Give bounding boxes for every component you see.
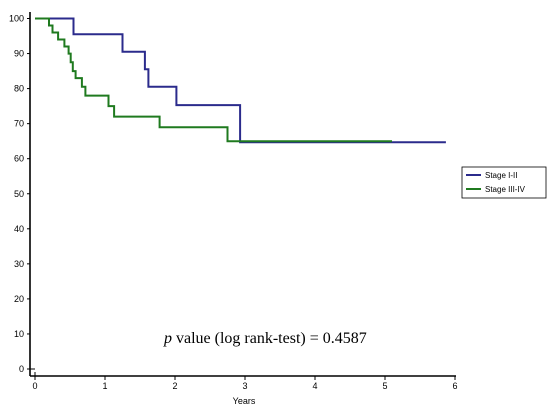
- x-tick-label: 5: [382, 381, 387, 391]
- series-line-stage-iii-iv: [35, 17, 392, 143]
- x-tick-label: 2: [172, 381, 177, 391]
- y-tick-label: 40: [14, 224, 24, 234]
- series-layer: [35, 17, 446, 144]
- y-tick-label: 30: [14, 259, 24, 269]
- y-tick-label: 10: [14, 329, 24, 339]
- legend-box: [461, 166, 547, 199]
- y-tick-label: 0: [19, 364, 24, 374]
- legend-label-stage-i-ii: Stage I-II: [485, 171, 517, 180]
- x-axis-title: Years: [233, 396, 256, 406]
- y-tick-label: 20: [14, 294, 24, 304]
- legend-label-stage-iii-iv: Stage III-IV: [485, 185, 526, 194]
- p-value-text: value (log rank-test) = 0.4587: [172, 330, 367, 347]
- p-value-symbol: p: [163, 330, 172, 347]
- y-tick-label: 50: [14, 189, 24, 199]
- y-tick-label: 70: [14, 119, 24, 129]
- x-tick-label: 0: [32, 381, 37, 391]
- y-tick-label: 100: [9, 14, 24, 24]
- x-tick-label: 3: [242, 381, 247, 391]
- x-tick-label: 6: [452, 381, 457, 391]
- legend: Stage I-II Stage III-IV: [461, 166, 547, 199]
- x-tick-label: 4: [312, 381, 317, 391]
- series-line-stage-i-ii: [35, 17, 446, 144]
- x-tick-label: 1: [102, 381, 107, 391]
- y-tick-label: 90: [14, 49, 24, 59]
- y-tick-label: 80: [14, 84, 24, 94]
- y-tick-label: 60: [14, 154, 24, 164]
- axes: 0 10 20 30 40 50 60 70 80 90 100 0 1 2 3 4 5 6: [9, 12, 458, 391]
- p-value-annotation: p value (log rank-test) = 0.4587: [163, 330, 367, 347]
